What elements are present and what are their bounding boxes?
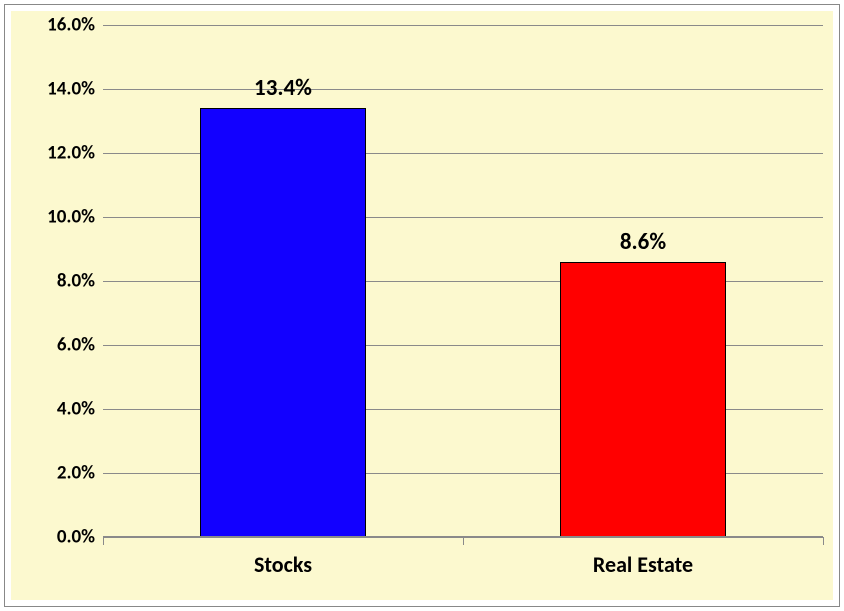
chart-container: 0.0% 2.0% 4.0% 6.0% 8.0% 10.0% 12.0% 14.0% 16.0%…	[4, 4, 840, 607]
y-tick-label: 2.0%	[57, 462, 103, 485]
y-tick-label: 0.0%	[57, 526, 103, 549]
y-tick-label: 12.0%	[47, 142, 103, 165]
x-tick	[103, 537, 104, 545]
x-category-label: Real Estate	[593, 537, 693, 578]
y-tick-label: 16.0%	[47, 14, 103, 37]
y-tick-label: 6.0%	[57, 334, 103, 357]
plot-area: 0.0%2.0%4.0%6.0%8.0%10.0%12.0%14.0%16.0%…	[103, 25, 823, 537]
bar	[200, 108, 366, 537]
y-tick-label: 10.0%	[47, 206, 103, 229]
bar	[560, 262, 726, 537]
grid-line	[103, 25, 823, 26]
x-tick	[823, 537, 824, 545]
bar-value-label: 8.6%	[620, 228, 666, 262]
grid-line	[103, 89, 823, 90]
y-tick-label: 4.0%	[57, 398, 103, 421]
bar-value-label: 13.4%	[254, 74, 312, 108]
y-tick-label: 14.0%	[47, 78, 103, 101]
chart-plot-background: 0.0% 2.0% 4.0% 6.0% 8.0% 10.0% 12.0% 14.0% 16.0%…	[11, 11, 833, 600]
x-category-label: Stocks	[254, 537, 312, 578]
y-tick-label: 8.0%	[57, 270, 103, 293]
x-axis	[103, 536, 823, 537]
x-tick	[463, 537, 464, 545]
